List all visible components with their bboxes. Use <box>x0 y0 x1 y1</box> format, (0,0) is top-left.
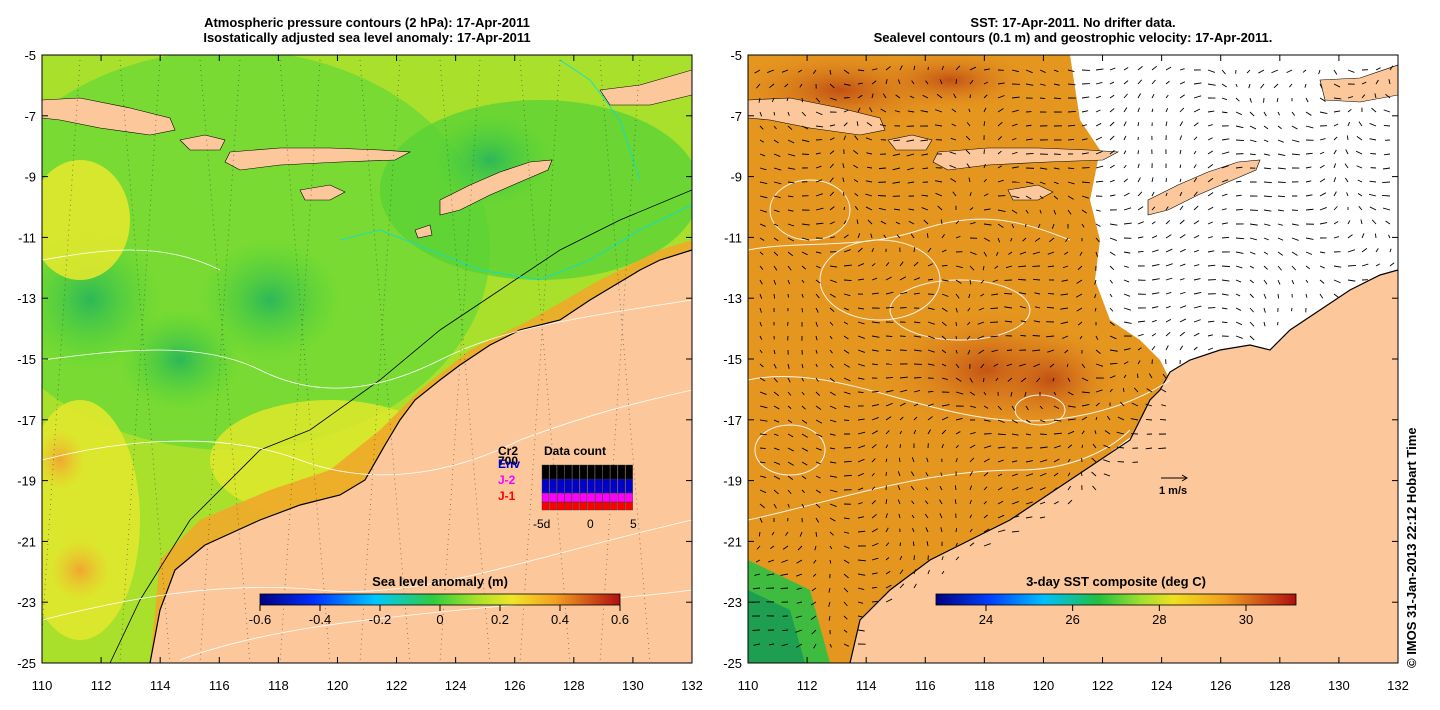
colorbar-tick-label: 0.4 <box>551 612 569 627</box>
x-tick-label-right: 118 <box>974 678 995 693</box>
x-tick-label-left: 132 <box>681 678 703 693</box>
y-tick-label-left: -19 <box>17 474 36 489</box>
right-title-line1: SST: 17-Apr-2011. No drifter data. <box>970 15 1176 30</box>
legend-j1: J-1 <box>498 489 516 503</box>
left-panel-title: Atmospheric pressure contours (2 hPa): 1… <box>42 15 692 45</box>
x-tick-label-right: 116 <box>915 678 936 693</box>
data-count-legend: Data count Cr2 700 Env J-2 J-1 -5d 0 5 <box>498 444 637 531</box>
legend-bars <box>541 464 633 511</box>
right-map-field <box>748 55 1398 663</box>
left-title-line1: Atmospheric pressure contours (2 hPa): 1… <box>204 15 530 30</box>
colorbar-tick-label: 24 <box>979 612 993 627</box>
timor-island <box>439 159 553 216</box>
colorbar-tick-label: 26 <box>1065 612 1079 627</box>
x-tick-label-right: 112 <box>797 678 818 693</box>
legend-tick-m5: -5d <box>533 517 550 531</box>
x-tick-label-left: 114 <box>150 678 171 693</box>
x-tick-label-right: 124 <box>1151 678 1173 693</box>
x-tick-label-left: 110 <box>32 678 53 693</box>
colorbar-tick-label: -0.4 <box>309 612 331 627</box>
y-tick-label-right: -5 <box>730 48 742 63</box>
x-tick-label-right: 126 <box>1210 678 1232 693</box>
y-tick-label-left: -25 <box>17 656 36 671</box>
y-tick-label-left: -23 <box>17 595 36 610</box>
y-tick-label-right: -25 <box>723 656 742 671</box>
right-axes: 110 112 114 116 118 120 122 124 126 128 130 132 -5 -7… <box>723 48 1409 693</box>
sla-colorbar: Sea level anomaly (m) -0.6 -0.4 -0.2 0 0.2 0.… <box>249 574 629 627</box>
x-tick-label-right: 132 <box>1387 678 1409 693</box>
y-tick-label-left: -15 <box>17 352 36 367</box>
colorbar-tick-label: 0.2 <box>491 612 509 627</box>
y-tick-label-left: -21 <box>17 534 36 549</box>
legend-env: Env <box>498 457 520 471</box>
sla-colorbar-label: Sea level anomaly (m) <box>372 574 508 589</box>
x-tick-label-right: 120 <box>1033 678 1055 693</box>
right-map: 1 m/s 3-day SST composite (deg C) 24 26 28… <box>723 48 1409 693</box>
legend-j2: J-2 <box>498 473 516 487</box>
australia-land <box>150 250 692 663</box>
colorbar-tick-label: 0.6 <box>611 612 629 627</box>
sst-colorbar-label: 3-day SST composite (deg C) <box>1026 574 1206 589</box>
left-title-line2: Isostatically adjusted sea level anomaly… <box>203 30 531 45</box>
australia-land-sst <box>850 270 1398 663</box>
x-tick-label-right: 128 <box>1269 678 1291 693</box>
x-tick-label-left: 130 <box>622 678 644 693</box>
y-tick-label-left: -7 <box>24 109 36 124</box>
x-tick-label-right: 130 <box>1328 678 1350 693</box>
legend-tick-5: 5 <box>630 517 637 531</box>
x-tick-label-left: 124 <box>445 678 467 693</box>
sumba-island <box>299 184 346 201</box>
rote-island <box>414 224 433 239</box>
velocity-scale-label: 1 m/s <box>1159 485 1187 497</box>
velocity-scale <box>1161 474 1188 482</box>
x-tick-label-left: 112 <box>91 678 112 693</box>
x-tick-label-left: 126 <box>504 678 526 693</box>
y-tick-label-left: -5 <box>24 48 36 63</box>
left-axes: 110 112 114 116 118 120 122 124 126 128 130 132 -5 -7… <box>17 48 703 693</box>
x-tick-label-left: 116 <box>209 678 230 693</box>
imos-credit: © IMOS 31-Jan-2013 22:12 Hobart Time <box>1404 427 1419 668</box>
bali-lombok-island <box>179 134 226 151</box>
y-tick-label-left: -11 <box>18 230 36 245</box>
left-map: Data count Cr2 700 Env J-2 J-1 -5d 0 5 S… <box>17 48 703 693</box>
sst-colorbar: 3-day SST composite (deg C) 24 26 28 30 <box>935 574 1297 627</box>
x-tick-label-left: 122 <box>386 678 408 693</box>
legend-title: Data count <box>544 444 606 458</box>
left-map-field <box>42 55 692 663</box>
legend-cr2: Cr2 <box>498 444 518 458</box>
colorbar-tick-label: 0 <box>436 612 443 627</box>
x-tick-label-left: 118 <box>268 678 289 693</box>
y-tick-label-right: -11 <box>724 230 742 245</box>
y-tick-label-left: -9 <box>24 170 36 185</box>
y-tick-label-right: -23 <box>723 595 742 610</box>
y-tick-label-right: -9 <box>730 170 742 185</box>
right-panel-title: SST: 17-Apr-2011. No drifter data. Seale… <box>748 15 1398 45</box>
x-tick-label-right: 122 <box>1092 678 1114 693</box>
y-tick-label-right: -13 <box>723 291 742 306</box>
x-tick-label-left: 128 <box>563 678 585 693</box>
y-tick-label-right: -15 <box>723 352 742 367</box>
y-tick-label-left: -13 <box>17 291 36 306</box>
y-tick-label-right: -17 <box>723 413 742 428</box>
colorbar-tick-label: 30 <box>1239 612 1253 627</box>
y-tick-label-right: -19 <box>723 474 742 489</box>
y-tick-label-right: -7 <box>730 109 742 124</box>
legend-700: 700 <box>498 454 518 468</box>
islands-north <box>599 69 692 106</box>
x-tick-label-right: 114 <box>856 678 877 693</box>
x-tick-label-left: 120 <box>327 678 349 693</box>
x-tick-label-right: 110 <box>738 678 759 693</box>
sumbawa-flores-island <box>224 147 412 171</box>
legend-tick-0: 0 <box>587 517 594 531</box>
colorbar-tick-label: -0.2 <box>369 612 391 627</box>
colorbar-tick-label: -0.6 <box>249 612 271 627</box>
colorbar-tick-label: 28 <box>1152 612 1166 627</box>
right-title-line2: Sealevel contours (0.1 m) and geostrophi… <box>873 30 1273 45</box>
y-tick-label-right: -21 <box>723 534 742 549</box>
y-tick-label-left: -17 <box>17 413 36 428</box>
java-island <box>42 97 176 136</box>
geostrophic-velocity-arrows <box>752 65 1395 649</box>
